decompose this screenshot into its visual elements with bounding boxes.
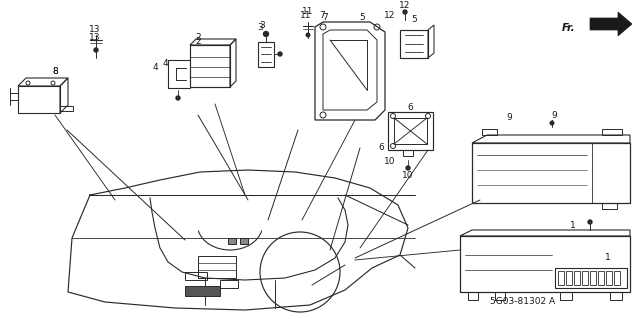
Text: 2: 2 <box>195 38 201 47</box>
Circle shape <box>94 48 98 52</box>
Bar <box>582 271 588 285</box>
Polygon shape <box>590 12 632 36</box>
Bar <box>228 238 236 244</box>
Circle shape <box>306 33 310 37</box>
Bar <box>220 280 238 288</box>
Text: 5G03-81302 A: 5G03-81302 A <box>490 298 555 307</box>
Bar <box>590 271 596 285</box>
Circle shape <box>278 52 282 56</box>
Bar <box>555 268 627 288</box>
Text: 9: 9 <box>551 110 557 120</box>
Text: 12: 12 <box>384 11 396 19</box>
Circle shape <box>588 220 592 224</box>
Text: 11: 11 <box>302 8 314 17</box>
Bar <box>185 272 207 280</box>
Text: 10: 10 <box>384 158 396 167</box>
Circle shape <box>403 10 407 14</box>
Text: 6: 6 <box>407 102 413 112</box>
Text: 5: 5 <box>411 16 417 25</box>
Text: Fr.: Fr. <box>561 23 575 33</box>
Bar <box>185 286 220 296</box>
Text: 10: 10 <box>403 172 413 181</box>
Circle shape <box>406 166 410 170</box>
Bar <box>598 271 604 285</box>
Text: 11: 11 <box>300 11 312 19</box>
Text: 4: 4 <box>152 63 158 72</box>
Bar <box>558 271 564 285</box>
Text: 5: 5 <box>359 13 365 23</box>
Text: 7: 7 <box>322 12 328 21</box>
Text: 4: 4 <box>162 60 168 69</box>
Text: 13: 13 <box>89 33 100 42</box>
Circle shape <box>176 96 180 100</box>
Circle shape <box>550 121 554 125</box>
Bar <box>574 271 580 285</box>
Text: 2: 2 <box>195 33 201 42</box>
Text: 3: 3 <box>257 24 263 33</box>
Bar <box>614 271 620 285</box>
Text: 8: 8 <box>52 68 58 77</box>
Text: 12: 12 <box>399 1 411 10</box>
Text: 1: 1 <box>605 254 611 263</box>
Bar <box>566 271 572 285</box>
Bar <box>198 256 236 278</box>
Text: 1: 1 <box>570 221 576 231</box>
Text: 9: 9 <box>506 114 512 122</box>
Bar <box>240 238 248 244</box>
Text: 7: 7 <box>319 11 325 19</box>
Text: 3: 3 <box>259 20 265 29</box>
Text: 13: 13 <box>89 26 100 34</box>
Circle shape <box>264 32 269 36</box>
Text: 6: 6 <box>378 144 384 152</box>
Bar <box>606 271 612 285</box>
Text: 8: 8 <box>52 68 58 77</box>
